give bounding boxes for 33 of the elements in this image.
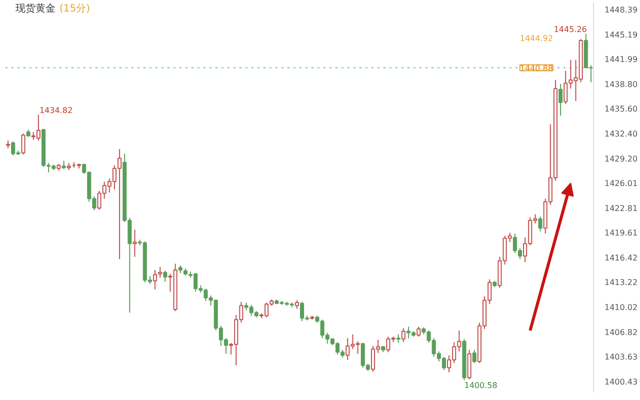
y-tick-label: 1441.99 bbox=[604, 55, 638, 64]
y-tick-label: 1432.40 bbox=[604, 130, 638, 139]
annotation: 1445.26 bbox=[554, 24, 587, 34]
y-tick-label: 1419.61 bbox=[604, 228, 638, 238]
chart-title: 现货黄金 bbox=[16, 2, 56, 14]
y-tick-label: 1422.81 bbox=[604, 204, 638, 213]
y-tick-label: 1406.82 bbox=[604, 328, 638, 337]
y-tick-label: 1448.39 bbox=[604, 6, 638, 15]
ref-line-label: 1440.88 bbox=[520, 64, 553, 73]
y-tick-label: 1426.01 bbox=[604, 179, 638, 188]
annotation: 1444.92 bbox=[520, 34, 553, 43]
y-tick-label: 1403.63 bbox=[604, 352, 638, 362]
candlestick bbox=[472, 349, 476, 364]
y-tick-label: 1435.60 bbox=[604, 104, 638, 114]
annotation: 1434.82 bbox=[39, 106, 73, 115]
candlestick bbox=[132, 229, 137, 258]
y-tick-label: 1416.42 bbox=[604, 253, 638, 262]
y-tick-label: 1400.43 bbox=[604, 377, 638, 386]
candlestick bbox=[538, 216, 542, 232]
candlestick bbox=[158, 266, 162, 278]
candlestick bbox=[401, 328, 406, 343]
y-tick-label: 1429.20 bbox=[604, 154, 638, 164]
y-tick-label: 1410.02 bbox=[604, 303, 638, 312]
candlestick bbox=[163, 270, 168, 282]
candlestick bbox=[416, 326, 421, 338]
y-tick-label: 1413.22 bbox=[604, 278, 638, 288]
candlestick bbox=[21, 133, 26, 155]
candlestick bbox=[153, 269, 158, 290]
y-tick-label: 1438.80 bbox=[604, 80, 638, 89]
candlestick bbox=[558, 83, 563, 116]
chart-subtitle: (15分) bbox=[60, 2, 90, 14]
y-tick-label: 1445.19 bbox=[604, 30, 638, 40]
annotation: 1400.58 bbox=[464, 381, 498, 390]
